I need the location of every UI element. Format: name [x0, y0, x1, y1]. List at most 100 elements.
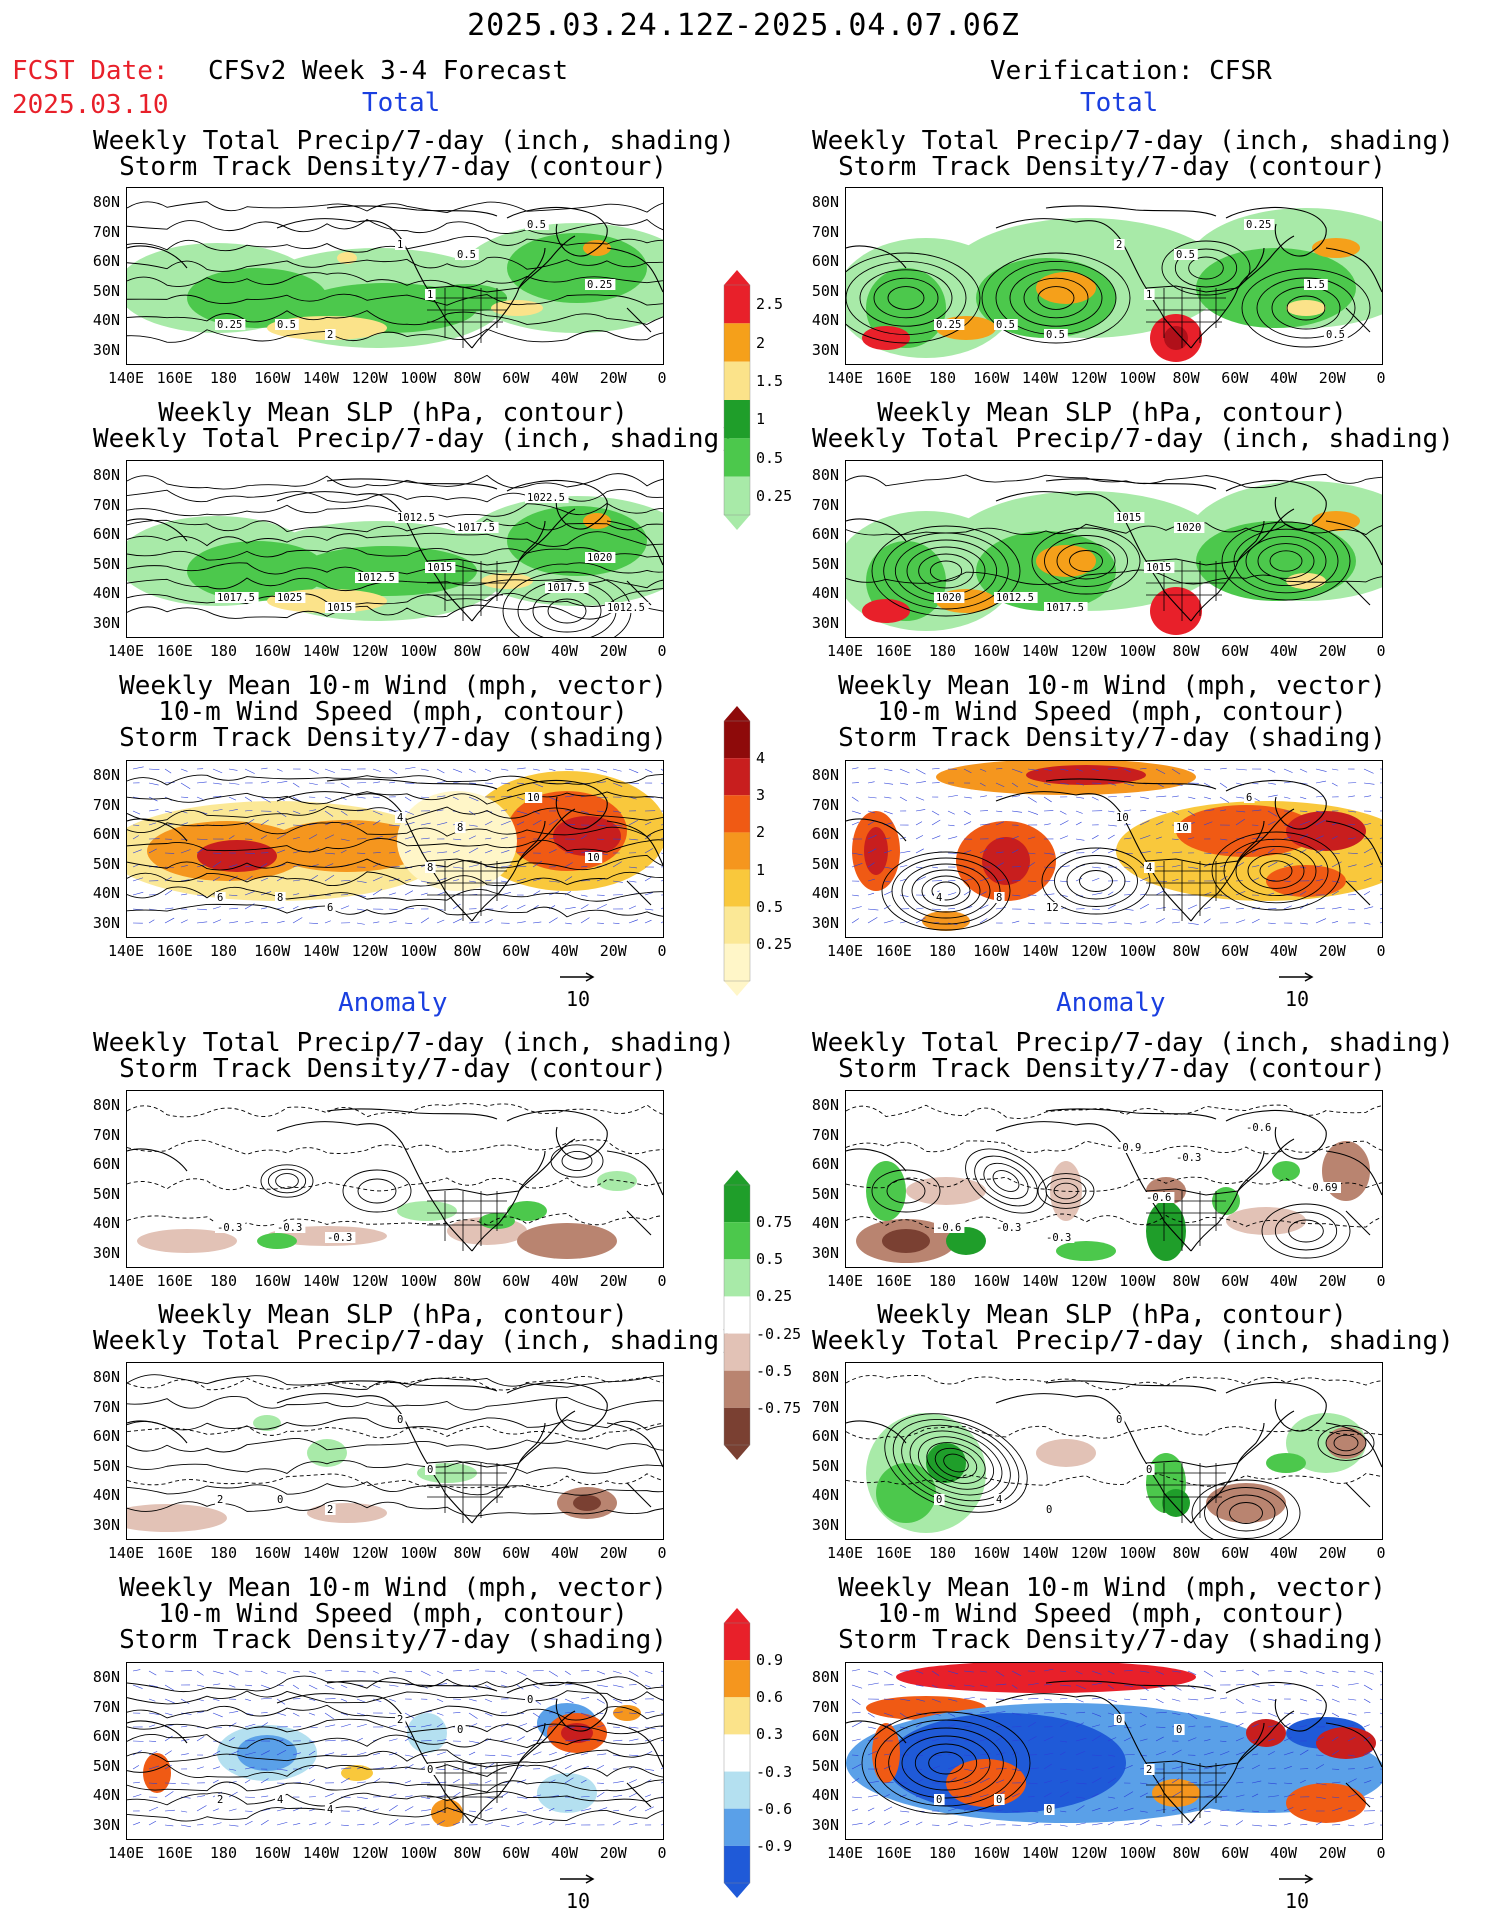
coastline — [518, 520, 546, 562]
wind-vector — [404, 890, 414, 896]
lon-tick-label: 140W — [1021, 942, 1058, 960]
state-boundaries — [1146, 1463, 1226, 1523]
wind-vector — [660, 1725, 663, 1728]
colorbar-swatch — [724, 476, 750, 515]
wind-vector — [644, 1794, 651, 1798]
wind-vector — [1219, 796, 1230, 803]
wind-vector — [484, 1822, 493, 1826]
wind-vector — [1027, 810, 1039, 815]
state-boundaries — [427, 561, 507, 621]
wind-vector — [1331, 835, 1338, 840]
colorbar-label: -0.9 — [756, 1836, 793, 1855]
colorbar-swatch — [724, 832, 750, 870]
wind-vector — [388, 768, 398, 775]
contour-line — [127, 577, 663, 592]
panel-title-line: Weekly Total Precip/7-day (inch, shading… — [812, 126, 1454, 156]
wind-vector — [340, 905, 350, 910]
wind-vector — [1251, 782, 1259, 785]
contour-label: 1015 — [1144, 562, 1175, 574]
lon-tick-label: 160W — [254, 942, 291, 960]
lon-tick-label: 180 — [209, 1544, 237, 1562]
wind-vector — [580, 850, 591, 854]
contour-line — [127, 1779, 663, 1793]
wind-vector — [979, 918, 988, 924]
contour-line — [983, 1162, 1029, 1200]
shading-region — [982, 837, 1030, 885]
wind-vector — [1219, 875, 1228, 882]
wind-vector — [660, 1740, 663, 1742]
wind-vector — [1379, 796, 1382, 799]
wind-vector — [644, 1670, 653, 1674]
wind-vector — [1043, 1683, 1052, 1686]
wind-vector — [564, 922, 572, 925]
coastline — [1045, 778, 1217, 790]
wind-vector — [404, 796, 412, 802]
wind-vector — [548, 1670, 558, 1677]
coastline — [1225, 479, 1327, 530]
panel-title-line: Weekly Mean 10-m Wind (mph, vector) — [119, 671, 667, 701]
contour-label: 10 — [1174, 822, 1192, 834]
wind-vector — [1043, 1780, 1053, 1784]
contour-label: 8 — [275, 892, 286, 904]
wind-vector — [532, 819, 542, 826]
wind-vector — [468, 1740, 480, 1744]
wind-vector — [212, 861, 222, 868]
wind-vector — [1315, 1670, 1325, 1675]
wind-vector — [468, 1751, 476, 1756]
wind-vector — [612, 782, 623, 787]
wind-vector — [452, 1711, 461, 1714]
wind-vector — [915, 1722, 923, 1728]
wind-vector — [644, 848, 654, 854]
wind-vector — [388, 852, 396, 854]
coastline — [127, 245, 188, 269]
colorbar-label: 2 — [756, 823, 766, 842]
contour-line — [1056, 542, 1116, 580]
panel-title-rt2: Weekly Mean SLP (hPa, contour) Weekly To… — [812, 400, 1454, 452]
wind-vector — [1347, 1683, 1359, 1686]
wind-vector — [1203, 906, 1211, 910]
wind-vector — [851, 821, 860, 826]
wind-vector — [148, 1820, 157, 1826]
wind-vector — [564, 795, 574, 798]
lon-tick-label: 160E — [875, 369, 912, 387]
wind-vector — [1091, 796, 1099, 801]
wind-vector — [1027, 862, 1035, 868]
wind-vector — [1155, 890, 1164, 896]
wind-vector — [260, 1808, 271, 1812]
wind-vector — [1235, 1794, 1245, 1798]
wind-vector — [1299, 1712, 1309, 1715]
wind-vector — [548, 849, 557, 854]
wind-vector — [404, 1712, 415, 1719]
lat-tick-label: 70N — [92, 1697, 120, 1716]
wind-vector — [516, 878, 526, 882]
lon-tick-label: 180 — [209, 369, 237, 387]
panel-title-line: Storm Track Density/7-day (shading) — [838, 723, 1386, 753]
wind-vector — [979, 891, 987, 896]
wind-vector — [276, 768, 283, 772]
wind-vector — [340, 1698, 348, 1702]
wind-vector — [1059, 810, 1067, 815]
wind-vector — [1203, 1697, 1214, 1700]
colorbar-swatch — [724, 1407, 750, 1445]
wind-vector — [1155, 768, 1166, 775]
wind-vector — [212, 1670, 224, 1675]
contour-line — [127, 1139, 663, 1155]
wind-vector — [244, 1766, 255, 1770]
lat-tick-label: 60N — [92, 525, 120, 543]
wind-vector — [308, 1684, 318, 1690]
panel-title-ra3: Weekly Mean 10-m Wind (mph, vector) 10-m… — [812, 1575, 1412, 1653]
wind-vector — [915, 835, 924, 840]
wind-vector — [164, 768, 172, 774]
wind-vector — [500, 1684, 508, 1688]
coastline — [326, 778, 498, 790]
wind-vector — [644, 796, 654, 798]
coastline — [518, 820, 546, 862]
wind-vector — [1379, 1781, 1382, 1784]
wind-vector — [388, 835, 397, 840]
wind-vector — [1299, 1670, 1308, 1674]
wind-vector — [1283, 1766, 1292, 1770]
wind-vector — [292, 893, 300, 896]
state-boundaries — [427, 861, 507, 921]
svg-text:1022.5: 1022.5 — [527, 492, 565, 504]
lon-tick-label: 20W — [1318, 1272, 1346, 1290]
